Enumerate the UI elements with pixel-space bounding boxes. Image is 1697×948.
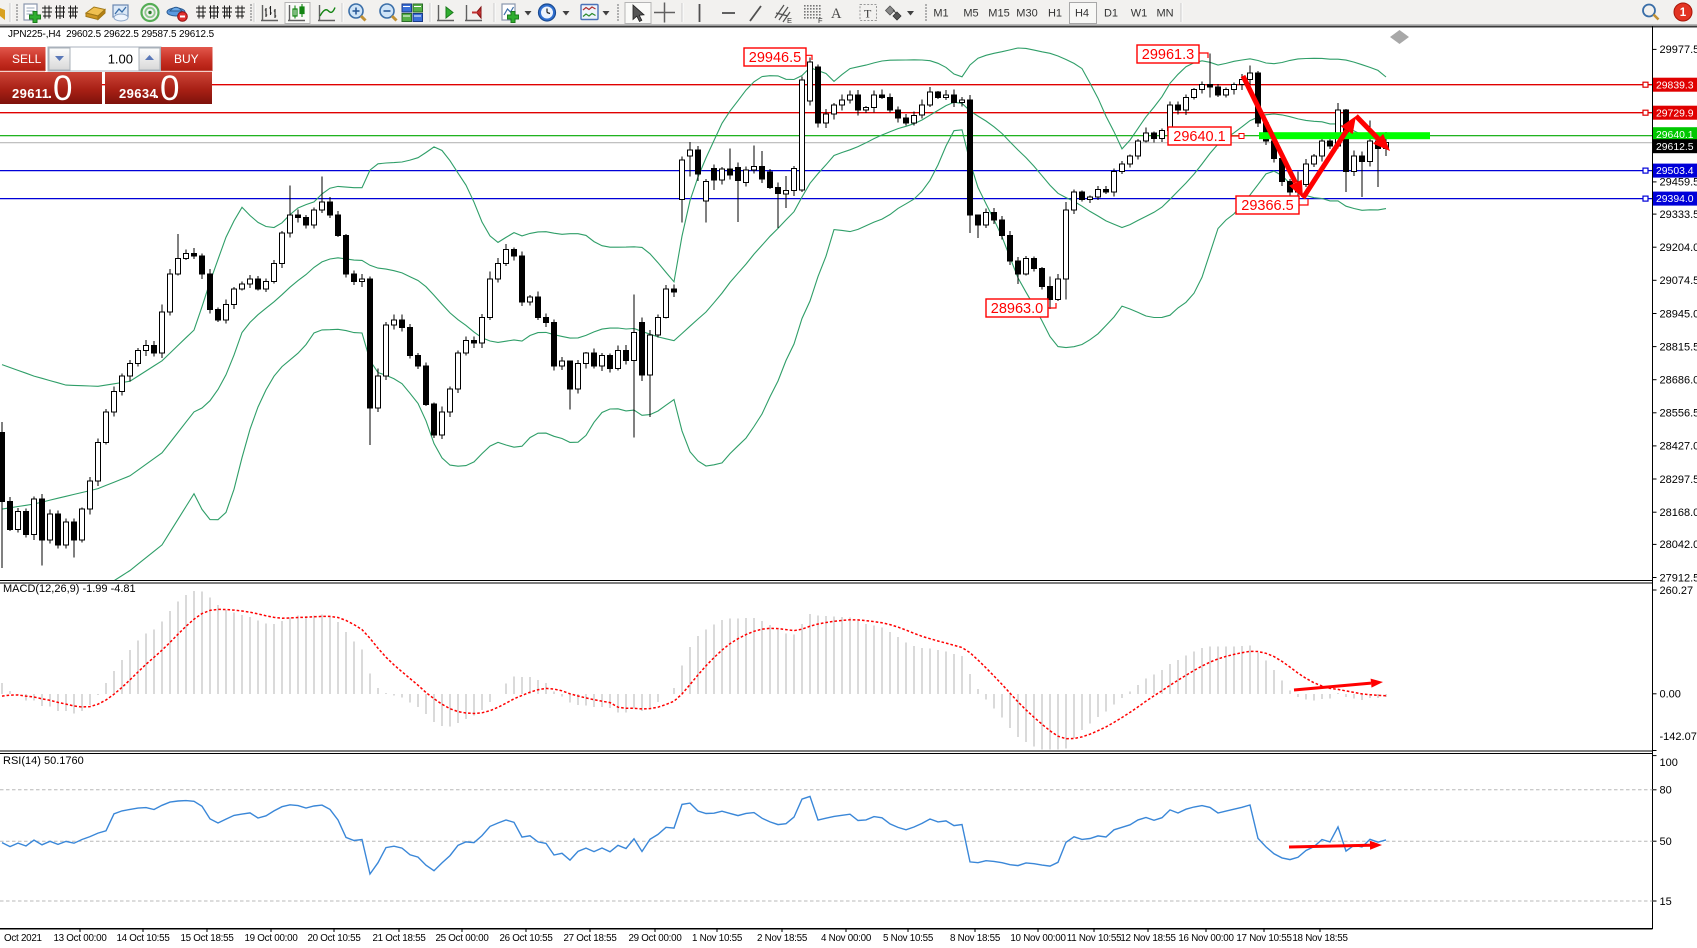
svg-text:29204.0: 29204.0 — [1660, 242, 1697, 254]
svg-text:100: 100 — [1660, 757, 1678, 769]
svg-text:M15: M15 — [988, 8, 1009, 20]
svg-text:M5: M5 — [963, 8, 978, 20]
svg-text:29611: 29611 — [12, 86, 49, 101]
svg-text:1: 1 — [1680, 7, 1687, 19]
svg-text:.: . — [48, 85, 52, 101]
svg-text:10 Nov 00:00: 10 Nov 00:00 — [1010, 933, 1066, 944]
svg-text:29961.3: 29961.3 — [1142, 47, 1194, 63]
svg-text:E: E — [787, 16, 792, 25]
svg-text:28427.0: 28427.0 — [1660, 441, 1697, 453]
svg-text:M1: M1 — [933, 8, 948, 20]
svg-text:14 Oct 10:55: 14 Oct 10:55 — [116, 933, 170, 944]
svg-text:29394.0: 29394.0 — [1656, 194, 1694, 205]
svg-text:28815.5: 28815.5 — [1660, 341, 1697, 353]
svg-text:29634: 29634 — [119, 86, 158, 101]
svg-text:11 Nov 10:55: 11 Nov 10:55 — [1067, 933, 1122, 944]
svg-text:29946.5: 29946.5 — [749, 50, 801, 66]
svg-text:29977.5: 29977.5 — [1660, 44, 1697, 56]
svg-text:.: . — [155, 85, 159, 101]
svg-text:80: 80 — [1660, 785, 1672, 797]
svg-text:A: A — [831, 6, 842, 22]
svg-text:29729.9: 29729.9 — [1656, 108, 1694, 119]
svg-text:15: 15 — [1660, 896, 1672, 908]
svg-text:MACD(12,26,9) -1.99 -4.81: MACD(12,26,9) -1.99 -4.81 — [3, 583, 136, 595]
svg-text:29503.4: 29503.4 — [1656, 166, 1694, 177]
svg-text:-142.07: -142.07 — [1660, 731, 1697, 743]
svg-text:JPN225-,H4 29602.5 29622.5 29: JPN225-,H4 29602.5 29622.5 29587.5 29612… — [8, 29, 215, 40]
svg-text:28686.0: 28686.0 — [1660, 375, 1697, 387]
svg-text:T: T — [864, 7, 872, 21]
svg-text:260.27: 260.27 — [1660, 585, 1694, 597]
svg-text:29839.3: 29839.3 — [1656, 80, 1694, 91]
svg-text:0.00: 0.00 — [1660, 689, 1681, 701]
svg-text:0: 0 — [53, 69, 72, 108]
svg-text:29 Oct 00:00: 29 Oct 00:00 — [628, 933, 682, 944]
svg-text:SELL: SELL — [12, 52, 42, 66]
svg-text:28963.0: 28963.0 — [991, 301, 1043, 317]
svg-text:13 Oct 00:00: 13 Oct 00:00 — [53, 933, 107, 944]
svg-text:28945.0: 28945.0 — [1660, 308, 1697, 320]
svg-text:19 Oct 00:00: 19 Oct 00:00 — [244, 933, 298, 944]
svg-text:4 Nov 00:00: 4 Nov 00:00 — [821, 933, 872, 944]
svg-text:0: 0 — [160, 69, 179, 108]
svg-text:21 Oct 18:55: 21 Oct 18:55 — [372, 933, 426, 944]
svg-text:25 Oct 00:00: 25 Oct 00:00 — [435, 933, 489, 944]
svg-text:28556.5: 28556.5 — [1660, 408, 1697, 420]
svg-text:16 Nov 00:00: 16 Nov 00:00 — [1178, 933, 1234, 944]
svg-text:26 Oct 10:55: 26 Oct 10:55 — [499, 933, 553, 944]
svg-text:50: 50 — [1660, 836, 1672, 848]
svg-text:29459.5: 29459.5 — [1660, 177, 1697, 189]
svg-text:29640.1: 29640.1 — [1173, 129, 1225, 145]
svg-text:MN: MN — [1156, 8, 1173, 20]
svg-text:M30: M30 — [1016, 8, 1037, 20]
svg-text:27912.5: 27912.5 — [1660, 572, 1697, 584]
svg-text:15 Oct 18:55: 15 Oct 18:55 — [180, 933, 234, 944]
svg-text:D1: D1 — [1104, 8, 1118, 20]
svg-text:Oct 2021: Oct 2021 — [4, 933, 42, 944]
svg-text:BUY: BUY — [174, 52, 199, 66]
svg-text:1.00: 1.00 — [108, 52, 133, 67]
svg-text:29640.1: 29640.1 — [1656, 130, 1694, 141]
svg-text:12 Nov 18:55: 12 Nov 18:55 — [1120, 933, 1176, 944]
svg-text:RSI(14) 50.1760: RSI(14) 50.1760 — [3, 755, 84, 767]
svg-text:H4: H4 — [1075, 8, 1089, 20]
svg-text:H1: H1 — [1048, 8, 1062, 20]
svg-text:29612.5: 29612.5 — [1656, 142, 1694, 153]
svg-text:1 Nov 10:55: 1 Nov 10:55 — [692, 933, 743, 944]
svg-text:27 Oct 18:55: 27 Oct 18:55 — [563, 933, 617, 944]
svg-text:29333.5: 29333.5 — [1660, 209, 1697, 221]
svg-text:2 Nov 18:55: 2 Nov 18:55 — [757, 933, 808, 944]
svg-text:F: F — [818, 16, 823, 25]
svg-text:18 Nov 18:55: 18 Nov 18:55 — [1292, 933, 1348, 944]
svg-text:29074.5: 29074.5 — [1660, 275, 1697, 287]
svg-text:20 Oct 10:55: 20 Oct 10:55 — [307, 933, 361, 944]
svg-text:8 Nov 18:55: 8 Nov 18:55 — [950, 933, 1001, 944]
svg-text:W1: W1 — [1131, 8, 1148, 20]
svg-text:5 Nov 10:55: 5 Nov 10:55 — [883, 933, 934, 944]
svg-text:28042.0: 28042.0 — [1660, 539, 1697, 551]
svg-text:29366.5: 29366.5 — [1241, 198, 1293, 214]
svg-text:17 Nov 10:55: 17 Nov 10:55 — [1236, 933, 1292, 944]
svg-text:28297.5: 28297.5 — [1660, 474, 1697, 486]
svg-text:28168.0: 28168.0 — [1660, 507, 1697, 519]
